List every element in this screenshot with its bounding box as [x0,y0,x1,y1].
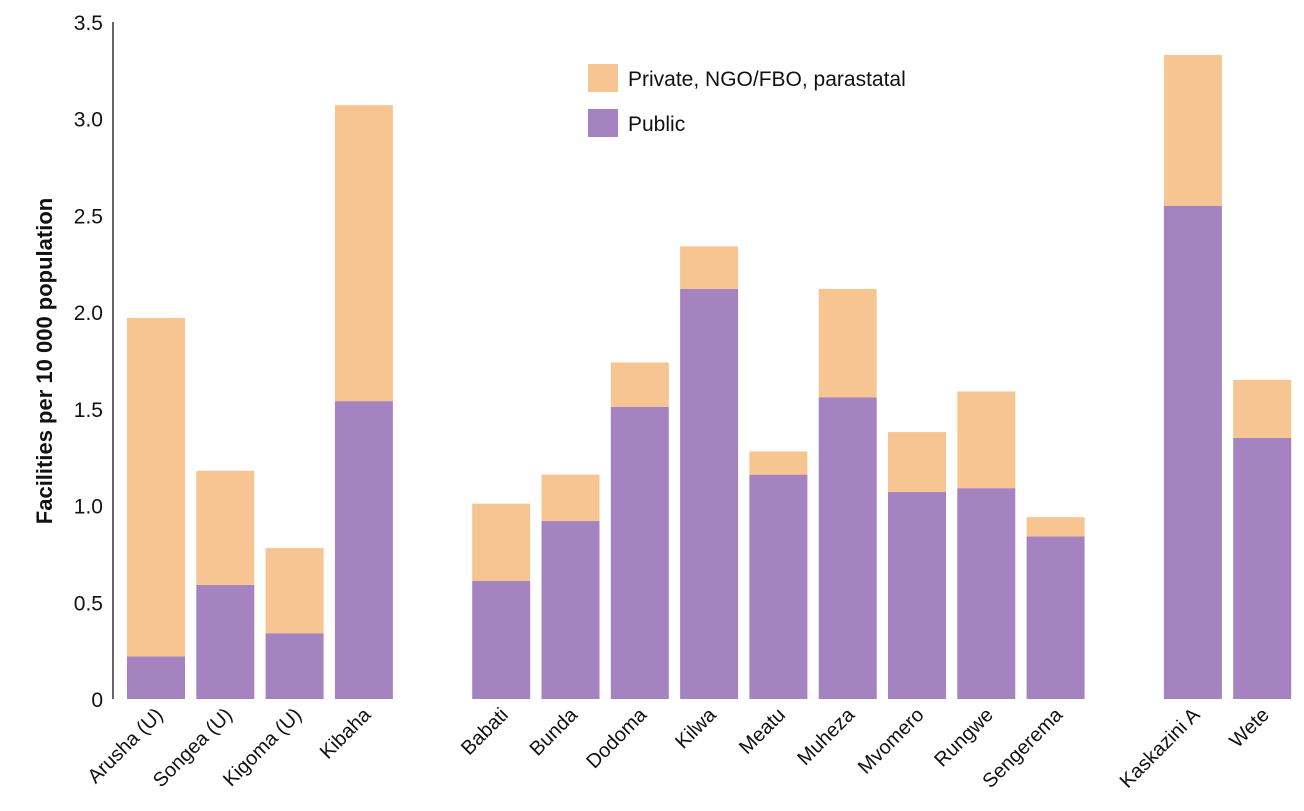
legend-swatch-public [588,109,618,137]
category-label: Babati [457,704,513,760]
bar-public [127,656,185,699]
category-label: Dodoma [582,703,652,773]
bar-public [818,397,877,699]
category-label: Meatu [735,704,790,759]
y-tick-label: 3.0 [74,109,103,132]
legend: Private, NGO/FBO, parastatal Public [588,64,906,137]
bar-public [1233,437,1292,699]
bar-private [472,503,531,582]
bar-private [127,317,185,657]
bar-private [680,246,739,289]
legend-label-private: Private, NGO/FBO, parastatal [628,68,906,91]
y-tick-label: 0 [91,689,103,712]
category-label: Bunda [526,703,583,760]
bar-series [127,54,1292,699]
y-tick-label: 2.0 [74,302,103,325]
bar-private [957,391,1016,489]
bar-public [749,474,808,699]
category-label: Muheza [793,703,859,769]
bar-public [610,406,669,699]
bar-private [888,432,946,493]
bar-public [541,521,600,699]
bar-public [196,584,255,699]
category-label: Mvomero [854,704,929,779]
category-label: Wete [1225,704,1273,752]
legend-label-public: Public [628,113,685,136]
bar-public [472,581,531,699]
bar-private [1026,517,1085,537]
bar-private [196,470,255,585]
legend-swatch-private [588,64,618,92]
bar-public [265,633,324,699]
category-label: Kaskazini A [1116,704,1205,793]
y-tick-label: 1.5 [74,399,103,422]
y-tick-label: 0.5 [74,592,103,615]
bar-public [957,488,1016,699]
category-label: Kibaha [316,703,376,763]
bar-private [610,362,669,407]
bar-public [334,401,393,699]
bar-public [1026,536,1085,699]
category-labels: Arusha (U)Songea (U)Kigoma (U) Kibaha Baba… [84,703,1274,792]
bar-public [1163,205,1222,699]
y-tick-label: 1.0 [74,496,103,519]
bar-public [680,288,739,699]
bar-public [888,492,946,699]
bar-private [265,548,324,634]
y-tick-label: 3.5 [74,12,103,35]
category-label: Kilwa [671,703,721,753]
y-axis-label: Facilities per 10 000 population [32,198,57,524]
bar-private [1163,54,1222,206]
bar-private [749,451,808,475]
bar-private [1233,379,1292,438]
bar-private [334,105,393,402]
y-tick-labels: 0 0.5 1.0 1.5 2.0 2.5 3.0 3.5 [74,12,103,712]
bar-private [818,288,877,398]
category-label: Rungwe [930,704,997,771]
bar-private [541,474,600,522]
y-tick-label: 2.5 [74,205,103,228]
